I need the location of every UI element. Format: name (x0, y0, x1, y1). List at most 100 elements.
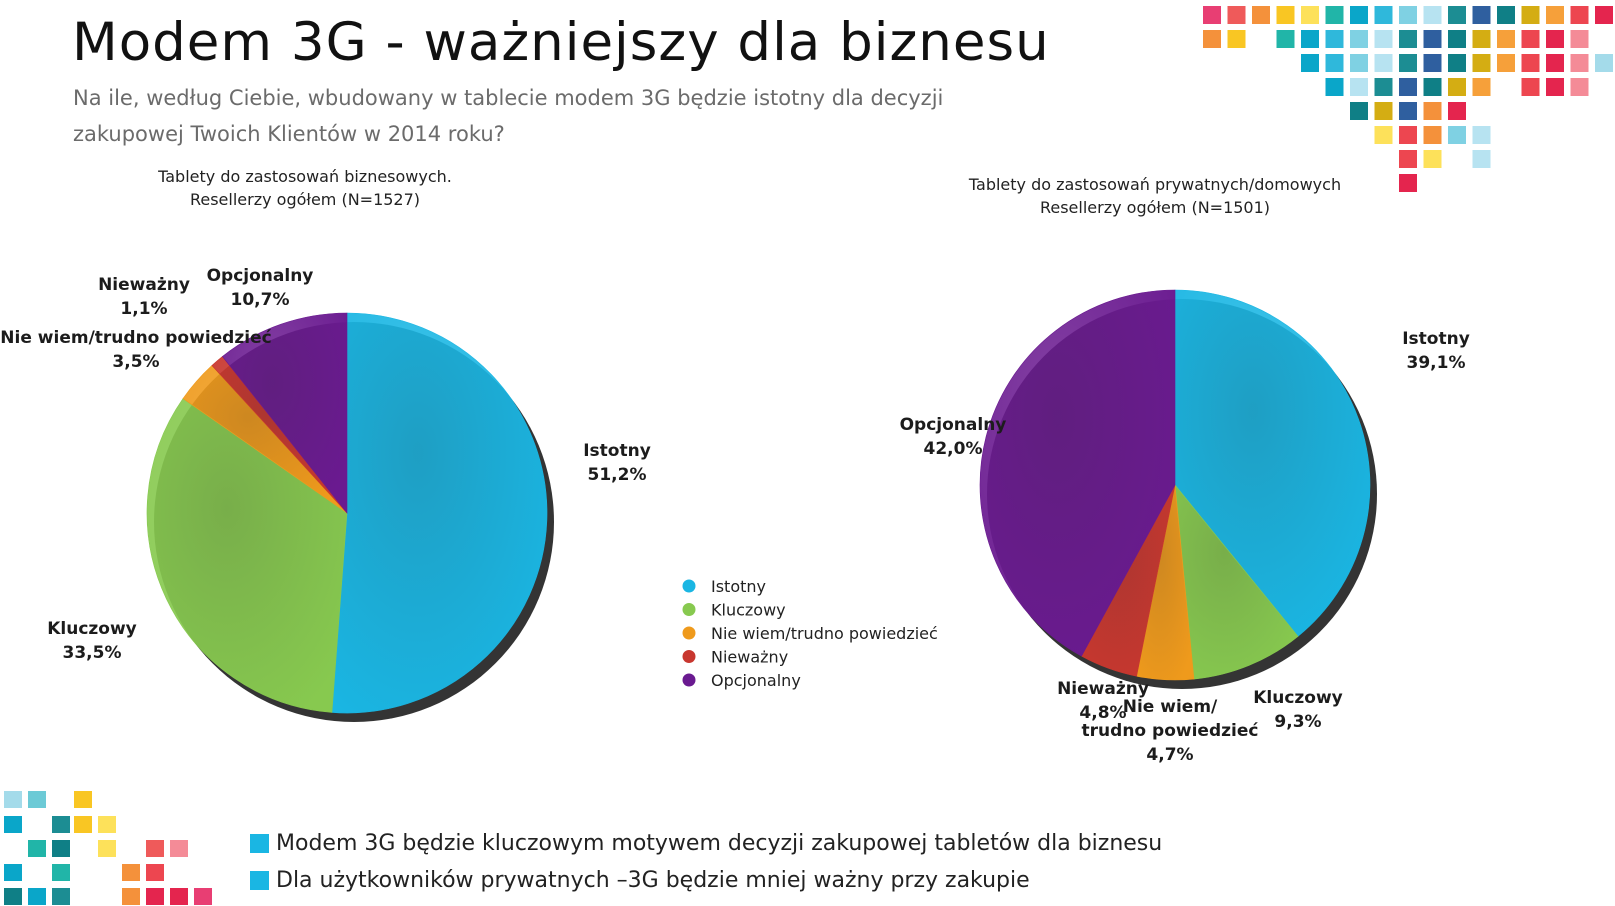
mosaic-tile (146, 888, 164, 905)
mosaic-tile (1203, 30, 1221, 48)
mosaic-tile (1570, 6, 1589, 24)
mosaic-tile (1423, 30, 1442, 48)
chart-title-business-line2: Resellerzy ogółem (N=1527) (189, 190, 421, 209)
mosaic-tile (1301, 30, 1319, 48)
slice-label-kluczowy: Kluczowy 33,5% (47, 619, 137, 663)
mosaic-tile (1595, 6, 1613, 24)
conclusion-item: Dla użytkowników prywatnych –3G będzie m… (250, 862, 1162, 899)
mosaic-tile (1350, 6, 1368, 24)
mosaic-tile (1472, 78, 1491, 96)
mosaic-tile (1472, 6, 1491, 24)
mosaic-tile (1423, 102, 1442, 120)
mosaic-tile (1521, 6, 1540, 24)
chart-title-business: Tablety do zastosowań biznesowych. Resel… (120, 165, 490, 211)
mosaic-tile (1399, 54, 1417, 72)
mosaic-tile (1203, 6, 1221, 24)
legend-label-istotny: Istotny (711, 577, 766, 596)
mosaic-tile (74, 816, 92, 833)
mosaic-tile (1570, 54, 1589, 72)
pie-slice-kluczowy (146, 398, 348, 713)
square-bullet-icon (250, 871, 269, 890)
mosaic-tile (146, 840, 164, 857)
mosaic-tile (1448, 30, 1466, 48)
mosaic-tile (1472, 30, 1491, 48)
mosaic-tile (1570, 78, 1589, 96)
mosaic-tile (4, 888, 22, 905)
chart-title-private-line1: Tablety do zastosowań prywatnych/domowyc… (968, 175, 1342, 194)
mosaic-tile (1325, 54, 1344, 72)
mosaic-tile (28, 791, 46, 808)
mosaic-tile (52, 816, 70, 833)
chart-legend: Istotny Kluczowy Nie wiem/trudno powiedzie… (682, 577, 938, 690)
square-bullet-icon (250, 834, 269, 853)
slice-label-nie-wiem-trudno-powiedziec: Nie wiem/trudno powiedzieć 4,7% (1082, 697, 1259, 765)
slice-label-nie-wiem-trudno-powiedziec: Nie wiem/trudno powiedzieć 3,5% (0, 328, 271, 372)
mosaic-tile (1423, 78, 1442, 96)
mosaic-tile (1350, 54, 1368, 72)
mosaic-tile (1570, 30, 1589, 48)
mosaic-tile (28, 888, 46, 905)
mosaic-tile (1374, 126, 1393, 144)
mosaic-tile (1374, 6, 1393, 24)
mosaic-tile (1399, 102, 1417, 120)
mosaic-tile (1374, 102, 1393, 120)
legend-marker-kluczowy (682, 603, 696, 616)
chart-title-private: Tablety do zastosowań prywatnych/domowyc… (945, 173, 1365, 219)
mosaic-tile (1546, 30, 1564, 48)
mosaic-tile (1374, 30, 1393, 48)
mosaic-tile (1521, 30, 1540, 48)
mosaic-tile (170, 888, 188, 905)
legend-marker-istotny (682, 579, 696, 593)
mosaic-tile (1423, 54, 1442, 72)
mosaic-tile (1399, 174, 1417, 192)
mosaic-tile (1497, 54, 1515, 72)
legend-marker-niewazny (682, 650, 696, 663)
mosaic-tile (1399, 150, 1417, 168)
mosaic-tile (1325, 30, 1344, 48)
mosaic-tile (1472, 126, 1491, 144)
slice-label-kluczowy: Kluczowy 9,3% (1253, 688, 1343, 732)
legend-label-opcjonalny: Opcjonalny (711, 671, 801, 690)
mosaic-tile (1497, 6, 1515, 24)
page-title: Modem 3G - ważniejszy dla biznesu (72, 12, 1050, 73)
mosaic-tile (52, 840, 70, 857)
chart-title-business-line1: Tablety do zastosowań biznesowych. (158, 167, 452, 186)
mosaic-tile (1227, 6, 1246, 24)
chart-title-private-line2: Resellerzy ogółem (N=1501) (1039, 198, 1271, 217)
mosaic-tile (1546, 6, 1564, 24)
pie-slice-istotny (331, 312, 548, 714)
mosaic-tile (170, 840, 188, 857)
mosaic-tile (1227, 30, 1246, 48)
decorative-mosaic-top-right (1203, 6, 1613, 192)
mosaic-tile (1448, 102, 1466, 120)
conclusion-item: Modem 3G będzie kluczowym motywem decyzj… (250, 825, 1162, 862)
mosaic-tile (74, 791, 92, 808)
conclusion-list: Modem 3G będzie kluczowym motywem decyzj… (250, 825, 1162, 899)
decorative-mosaic-bottom-left (4, 791, 212, 905)
mosaic-tile (98, 840, 116, 857)
mosaic-tile (52, 864, 70, 881)
mosaic-tile (1374, 54, 1393, 72)
mosaic-tile (1472, 54, 1491, 72)
mosaic-tile (1546, 54, 1564, 72)
legend-marker-nie-wiem-trudno-powiedziec (682, 626, 696, 640)
mosaic-tile (1595, 54, 1613, 72)
mosaic-tile (1423, 150, 1442, 168)
mosaic-tile (4, 864, 22, 881)
mosaic-tile (1423, 126, 1442, 144)
legend-label-kluczowy: Kluczowy (711, 601, 786, 620)
legend-label-niewazny: Nieważny (711, 648, 788, 667)
mosaic-tile (1399, 78, 1417, 96)
mosaic-tile (1301, 54, 1319, 72)
legend-label-nie-wiem-trudno-powiedziec: Nie wiem/trudno powiedzieć (711, 624, 938, 643)
legend-marker-opcjonalny (682, 673, 696, 687)
mosaic-tile (1521, 78, 1540, 96)
mosaic-tile (1399, 6, 1417, 24)
mosaic-tile (1325, 6, 1344, 24)
mosaic-tile (194, 888, 212, 905)
slice-label-opcjonalny: Opcjonalny 42,0% (900, 415, 1007, 459)
pie-chart-business: Istotny 51,2% Kluczowy 33,5% Nie wiem/trudno… (0, 266, 651, 722)
mosaic-tile (1374, 78, 1393, 96)
mosaic-tile (1521, 54, 1540, 72)
